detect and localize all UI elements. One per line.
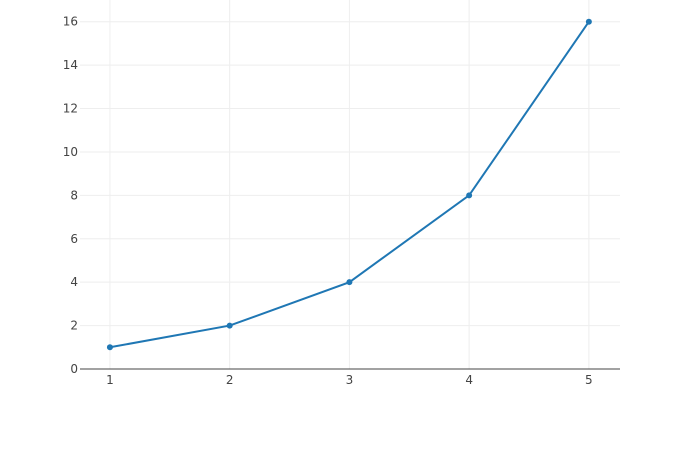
y-tick-label: 16 bbox=[63, 15, 78, 29]
x-tick-label: 2 bbox=[226, 373, 234, 387]
y-tick-label: 4 bbox=[70, 275, 78, 289]
gridlines bbox=[80, 0, 620, 369]
y-tick-label: 10 bbox=[63, 145, 78, 159]
y-tick-label: 2 bbox=[70, 319, 78, 333]
data-point[interactable] bbox=[585, 18, 592, 25]
data-point[interactable] bbox=[106, 344, 113, 351]
y-axis-ticks: 0 2 4 6 8 10 12 14 16 bbox=[63, 15, 78, 376]
series-layer bbox=[106, 18, 592, 351]
x-tick-label: 5 bbox=[585, 373, 593, 387]
x-tick-label: 3 bbox=[346, 373, 354, 387]
y-tick-label: 12 bbox=[63, 102, 78, 116]
data-point[interactable] bbox=[226, 322, 233, 329]
x-tick-label: 1 bbox=[106, 373, 114, 387]
y-tick-label: 8 bbox=[70, 188, 78, 202]
x-tick-label: 4 bbox=[465, 373, 473, 387]
data-point[interactable] bbox=[466, 192, 473, 199]
y-tick-label: 14 bbox=[63, 58, 78, 72]
x-axis-ticks: 1 2 3 4 5 bbox=[106, 373, 593, 387]
data-point[interactable] bbox=[346, 279, 353, 286]
y-tick-label: 0 bbox=[70, 362, 78, 376]
y-tick-label: 6 bbox=[70, 232, 78, 246]
